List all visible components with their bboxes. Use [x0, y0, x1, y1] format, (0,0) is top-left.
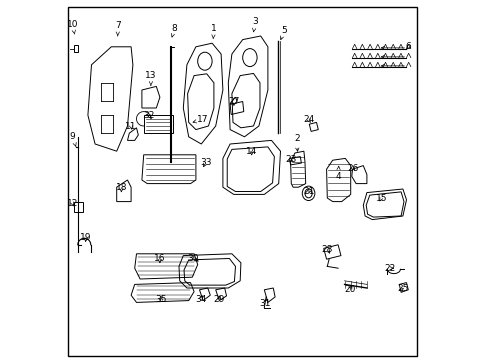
- Text: 28: 28: [321, 245, 332, 253]
- Text: 3: 3: [252, 17, 258, 32]
- Text: 15: 15: [375, 194, 386, 202]
- Text: 24: 24: [303, 115, 314, 124]
- Text: 7: 7: [115, 22, 121, 36]
- Text: 34: 34: [195, 295, 206, 304]
- Text: 25: 25: [396, 284, 408, 293]
- Text: 12: 12: [66, 199, 78, 208]
- Text: 6: 6: [405, 42, 410, 51]
- Text: 23: 23: [285, 156, 296, 164]
- Text: 13: 13: [145, 71, 156, 86]
- Text: 30: 30: [187, 254, 199, 263]
- Text: 8: 8: [171, 24, 177, 37]
- Text: 9: 9: [69, 132, 76, 147]
- Text: 1: 1: [211, 24, 216, 39]
- Text: 21: 21: [303, 188, 314, 197]
- Text: 20: 20: [343, 285, 355, 294]
- Text: 31: 31: [259, 299, 270, 307]
- Text: 11: 11: [125, 122, 137, 131]
- Text: 29: 29: [213, 295, 224, 304]
- Text: 32: 32: [143, 112, 155, 120]
- Text: 19: 19: [80, 233, 92, 242]
- Text: 5: 5: [280, 26, 286, 40]
- Text: 26: 26: [347, 164, 358, 173]
- Text: 18: 18: [115, 184, 127, 193]
- Text: 10: 10: [66, 20, 78, 34]
- Text: 27: 27: [228, 97, 240, 106]
- Text: 17: 17: [193, 115, 208, 124]
- Text: 22: 22: [384, 264, 395, 273]
- Text: 2: 2: [293, 134, 299, 151]
- Text: 35: 35: [155, 295, 166, 304]
- Text: 14: 14: [245, 147, 257, 156]
- Text: 4: 4: [335, 166, 340, 181]
- Text: 33: 33: [200, 158, 211, 167]
- Text: 16: 16: [154, 254, 165, 263]
